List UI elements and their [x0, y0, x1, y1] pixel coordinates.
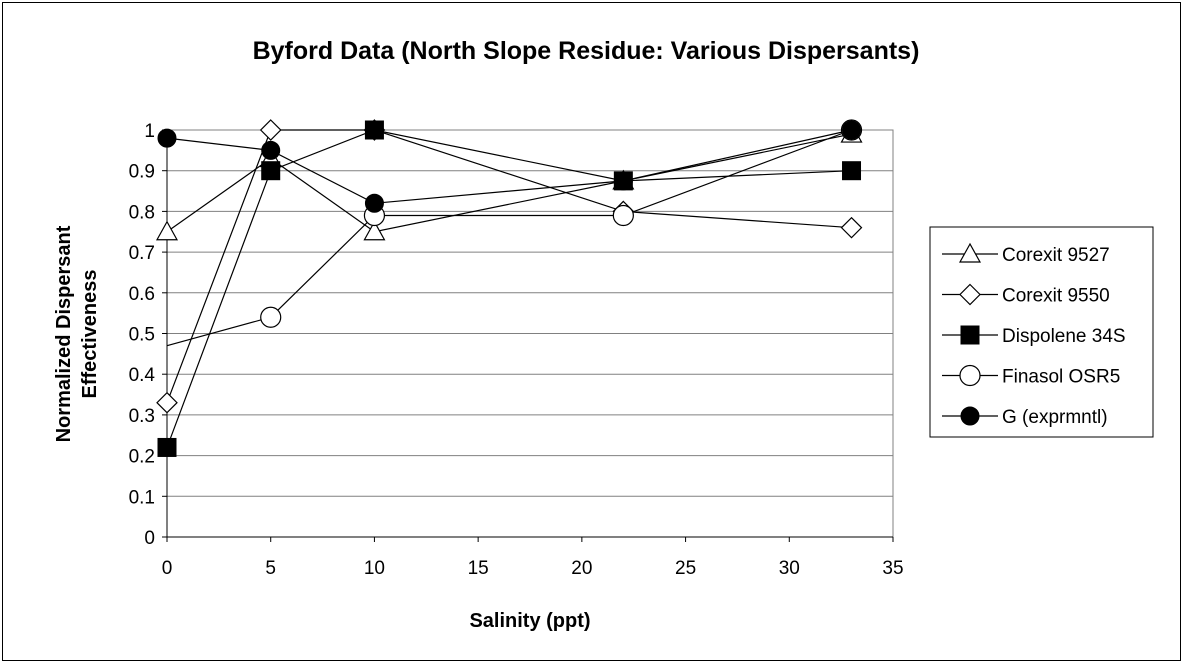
y-tick-label: 0.7: [129, 243, 155, 264]
data-point-corexit-9550: [259, 119, 282, 141]
y-tick-label: 0.3: [129, 406, 155, 427]
data-point-dispolene-34s: [261, 161, 281, 181]
data-point-dispolene-34s: [157, 437, 177, 457]
data-point-corexit-9527: [363, 220, 386, 241]
legend: Corexit 9527 Corexit 9550 Dispolene 34S Fin…: [942, 242, 1126, 428]
data-point-g-exprmntl: [613, 171, 633, 191]
y-tick-labels: 0 0.1 0.2 0.3 0.4 0.5 0.6 0.7 0.8 0.9 1: [129, 121, 156, 549]
data-point-finasol-osr5: [612, 204, 634, 227]
x-tick-labels: 0 5 10 15 20 25 30 35: [162, 558, 904, 579]
legend-marker-corexit-9527: [958, 242, 982, 263]
chart-title: Byford Data (North Slope Residue: Variou…: [253, 37, 920, 65]
x-tick-label: 0: [162, 558, 173, 579]
legend-label-corexit-9527: Corexit 9527: [1002, 245, 1110, 266]
x-tick-label: 20: [571, 558, 592, 579]
y-tick-label: 0.2: [129, 447, 155, 468]
series-markers: [155, 119, 863, 457]
data-point-dispolene-34s: [842, 161, 862, 181]
y-tick-label: 0.5: [129, 325, 155, 346]
gridlines: [167, 129, 893, 497]
x-tick-label: 15: [468, 558, 489, 579]
x-tick-label: 35: [882, 558, 903, 579]
data-point-corexit-9550: [156, 391, 178, 414]
legend-label-g-exprmntl: G (exprmntl): [1002, 407, 1108, 428]
data-point-corexit-9527: [155, 220, 179, 241]
x-tick-label: 30: [779, 558, 800, 579]
data-point-finasol-osr5: [260, 306, 282, 328]
y-tick-label: 0.1: [129, 487, 155, 508]
legend-marker-g-exprmntl: [960, 406, 980, 426]
y-axis-label-line1: Normalized Dispersant: [53, 225, 75, 442]
data-point-dispolene-34s: [364, 120, 384, 140]
x-tick-label: 10: [364, 558, 385, 579]
y-tick-label: 0.8: [129, 202, 155, 223]
data-point-g-exprmntl: [364, 193, 384, 213]
legend-label-finasol-osr5: Finasol OSR5: [1002, 367, 1120, 388]
y-tick-label: 1: [144, 121, 155, 142]
x-tick-label: 5: [265, 558, 276, 579]
axes: [162, 129, 894, 542]
legend-marker-finasol-osr5: [959, 364, 981, 387]
data-point-g-exprmntl: [261, 140, 281, 160]
y-tick-label: 0.4: [129, 365, 156, 386]
x-tick-label: 25: [675, 558, 696, 579]
data-point-corexit-9550: [840, 216, 863, 239]
y-axis-label-line2: Effectiveness: [79, 270, 101, 399]
legend-marker-dispolene-34s: [960, 325, 980, 345]
y-tick-label: 0: [144, 528, 155, 549]
legend-label-dispolene-34s: Dispolene 34S: [1002, 326, 1126, 347]
y-axis-label: Normalized Dispersant Effectiveness: [53, 225, 101, 442]
data-point-g-exprmntl: [157, 128, 177, 148]
data-point-g-exprmntl: [842, 120, 862, 140]
x-axis-label: Salinity (ppt): [469, 610, 590, 632]
legend-label-corexit-9550: Corexit 9550: [1002, 286, 1110, 307]
y-tick-label: 0.6: [129, 284, 155, 305]
y-tick-label: 0.9: [129, 162, 155, 183]
legend-marker-corexit-9550: [959, 283, 981, 306]
